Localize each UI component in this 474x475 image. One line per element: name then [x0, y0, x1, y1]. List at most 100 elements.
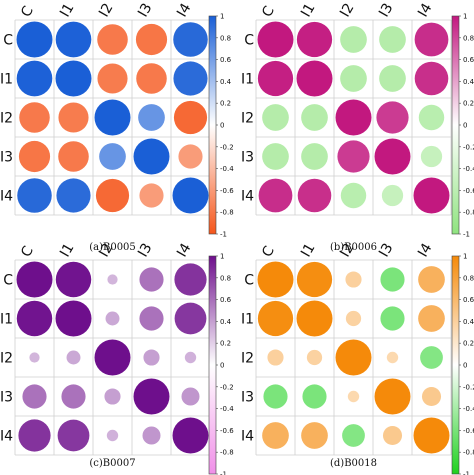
- column-label: I4: [174, 241, 194, 260]
- correlation-circle: [17, 178, 52, 213]
- correlation-circle: [97, 63, 128, 94]
- correlation-circle: [414, 61, 449, 96]
- colorbar-tick-label: 1: [220, 13, 224, 21]
- correlation-circle: [139, 267, 164, 292]
- correlation-circle: [340, 65, 367, 92]
- correlation-circle: [104, 388, 121, 405]
- colorbar-tick-label: -1: [220, 471, 227, 475]
- colorbar-tick-label: 0: [463, 122, 467, 130]
- correlation-circle: [139, 183, 164, 208]
- row-label: I3: [0, 390, 13, 406]
- row-label: I2: [241, 351, 254, 367]
- correlation-circle: [173, 22, 208, 57]
- correlation-circle: [340, 26, 367, 53]
- correlation-circle: [296, 261, 333, 298]
- correlation-circle: [133, 378, 170, 415]
- panel-ab0005: CC I1 I1 I2 I2 I3 I3 I4 I4 1 0.8 0.6 0.4 0.2 0 -0.2 -0.4…: [0, 1, 234, 253]
- correlation-circle: [143, 349, 160, 366]
- correlation-circle: [139, 306, 164, 331]
- correlation-circle: [135, 23, 168, 56]
- column-label: C: [259, 243, 278, 260]
- correlation-circle: [174, 263, 207, 296]
- row-label: I3: [0, 150, 13, 166]
- colorbar-tick-label: 0.2: [220, 340, 231, 348]
- correlation-circle: [55, 261, 92, 298]
- colorbar-tick-label: 0.6: [463, 296, 474, 304]
- correlation-circle: [386, 351, 399, 364]
- row-label: I3: [241, 150, 254, 166]
- colorbar-tick-label: -0.6: [463, 187, 474, 195]
- colorbar: [208, 255, 217, 475]
- correlation-circle: [420, 145, 443, 168]
- correlation-circle: [18, 419, 51, 452]
- correlation-circle: [296, 21, 333, 58]
- colorbar-tick-label: -0.8: [463, 449, 474, 457]
- correlation-circle: [133, 138, 170, 175]
- column-label: I4: [415, 241, 435, 260]
- colorbar-tick-label: -0.8: [220, 209, 234, 217]
- correlation-circle: [335, 339, 372, 376]
- colorbar-tick-label: 0.4: [463, 78, 474, 86]
- colorbar-tick-label: 0: [220, 122, 224, 130]
- column-label: I1: [57, 1, 77, 20]
- column-label: I3: [376, 1, 396, 20]
- correlation-circle: [16, 300, 53, 337]
- row-label: C: [244, 273, 254, 289]
- column-label: I3: [135, 1, 155, 20]
- colorbar-tick-label: 0.2: [463, 340, 474, 348]
- correlation-circle: [56, 178, 91, 213]
- row-label: I3: [241, 390, 254, 406]
- colorbar-tick-label: 0.6: [463, 56, 474, 64]
- correlation-circle: [181, 387, 200, 406]
- correlation-circle: [18, 140, 51, 173]
- correlation-circle: [414, 22, 449, 57]
- colorbar-tick-label: 0.6: [220, 296, 232, 304]
- correlation-circle: [136, 63, 167, 94]
- panel-cb0007: CCI1I1I2I2I3I3I4I410.80.60.40.20-0.2-0.4…: [0, 241, 234, 475]
- colorbar-tick-label: -0.2: [463, 143, 474, 151]
- correlation-circle: [105, 311, 120, 326]
- column-label: I1: [57, 241, 77, 260]
- row-label: I4: [0, 189, 13, 205]
- column-label: I1: [298, 241, 318, 260]
- correlation-circle: [55, 60, 92, 97]
- colorbar-tick-label: 0.8: [463, 34, 474, 42]
- colorbar-tick-label: 0.2: [463, 100, 474, 108]
- column-label: I4: [174, 1, 194, 20]
- correlation-circle: [66, 350, 81, 365]
- correlation-circle: [421, 386, 442, 407]
- correlation-circle: [97, 24, 128, 55]
- correlation-circle: [99, 143, 126, 170]
- row-label: I4: [241, 189, 254, 205]
- row-label: I4: [0, 429, 13, 445]
- correlation-circle: [263, 384, 288, 409]
- correlation-circle: [58, 141, 89, 172]
- correlation-circle: [178, 144, 203, 169]
- correlation-circle: [55, 21, 92, 58]
- correlation-circle: [301, 422, 328, 449]
- correlation-circle: [55, 300, 92, 337]
- correlation-circle: [335, 99, 372, 136]
- correlation-circle: [381, 184, 404, 207]
- panel-bb0006: CC I1 I1 I2 I2 I3 I3 I4 I4 1 0.8 0.6 0.4 0.2 0 -0.2 -0.4…: [241, 1, 474, 253]
- column-label: C: [259, 3, 278, 20]
- correlation-circle: [173, 100, 208, 135]
- colorbar-tick-label: -0.4: [220, 165, 234, 173]
- correlation-circle: [57, 419, 90, 452]
- panel-caption: (c)B0007: [89, 458, 135, 469]
- row-label: I1: [0, 312, 13, 328]
- correlation-circle: [58, 102, 89, 133]
- correlation-circle: [374, 138, 411, 175]
- correlation-circle: [342, 424, 365, 447]
- correlation-circle: [382, 425, 403, 446]
- row-label: C: [3, 273, 13, 289]
- correlation-circle: [173, 61, 208, 96]
- colorbar-tick-label: 0.4: [220, 78, 232, 86]
- correlation-circle: [262, 104, 289, 131]
- correlation-circle: [296, 300, 333, 337]
- correlation-circle: [376, 101, 409, 134]
- correlation-circle: [301, 104, 328, 131]
- column-label: I3: [376, 241, 396, 260]
- colorbar-tick-label: 1: [220, 253, 224, 261]
